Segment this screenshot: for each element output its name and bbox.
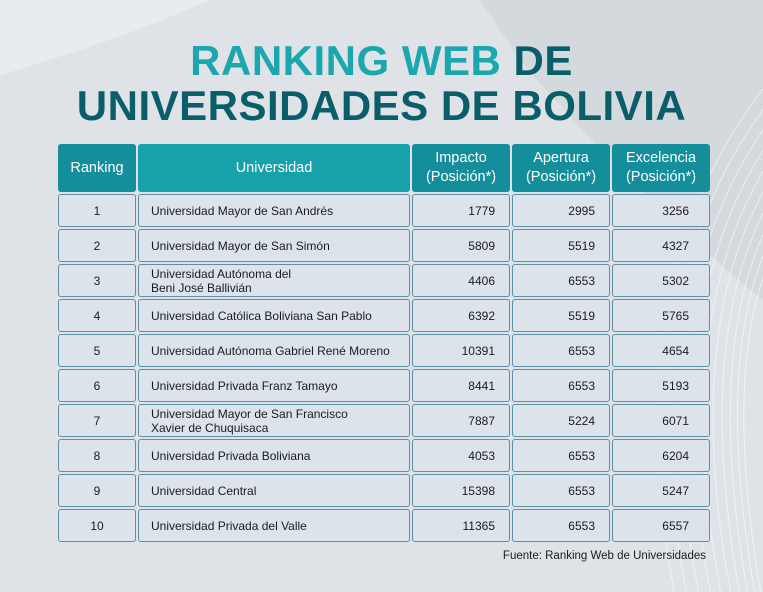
cell-apertura: 6553 [512, 369, 610, 402]
cell-impacto: 15398 [412, 474, 510, 507]
cell-ranking: 9 [58, 474, 136, 507]
source-note: Fuente: Ranking Web de Universidades [502, 550, 706, 562]
universidad-name-line: Universidad Autónoma del [151, 266, 292, 281]
cell-impacto: 11365 [412, 509, 510, 542]
cell-ranking: 4 [58, 299, 136, 332]
cell-apertura: 5224 [512, 404, 610, 437]
universidad-name-line: Universidad Central [151, 483, 257, 498]
table-row: 4 Universidad Católica Boliviana San Pabl… [58, 299, 710, 332]
cell-ranking: 6 [58, 369, 136, 402]
ranking-table: Ranking Universidad Impacto (Posición*) A… [56, 142, 712, 544]
table-row: 5 Universidad Autónoma Gabriel René Moren… [58, 334, 710, 367]
universidad-name-line: Universidad Autónoma Gabriel René Moreno [151, 343, 390, 358]
table-row: 6 Universidad Privada Franz Tamayo 8441 655… [58, 369, 710, 402]
table-row: 1 Universidad Mayor de San Andrés 1779 2995… [58, 194, 710, 227]
cell-excelencia: 5302 [612, 264, 710, 297]
cell-apertura: 6553 [512, 474, 610, 507]
cell-excelencia: 4327 [612, 229, 710, 262]
cell-excelencia: 5247 [612, 474, 710, 507]
universidad-name-line: Universidad Mayor de San Andrés [151, 203, 334, 218]
cell-apertura: 6553 [512, 509, 610, 542]
cell-ranking: 8 [58, 439, 136, 472]
table-body: 1 Universidad Mayor de San Andrés 1779 2995… [58, 194, 710, 542]
header-ranking: Ranking [58, 144, 136, 192]
cell-ranking: 7 [58, 404, 136, 437]
table-row: 7 Universidad Mayor de San Francisco Xavie… [58, 404, 710, 437]
cell-excelencia: 6071 [612, 404, 710, 437]
universidad-name-line: Universidad Privada del Valle [151, 518, 307, 533]
cell-apertura: 6553 [512, 439, 610, 472]
cell-impacto: 6392 [412, 299, 510, 332]
universidad-name-line: Universidad Católica Boliviana San Pablo [151, 308, 372, 323]
header-excelencia: Excelencia (Posición*) [612, 144, 710, 192]
header-apertura: Apertura (Posición*) [512, 144, 610, 192]
header-impacto: Impacto (Posición*) [412, 144, 510, 192]
cell-excelencia: 4654 [612, 334, 710, 367]
cell-universidad: Universidad Mayor de San Simón [138, 229, 410, 262]
table-row: 3 Universidad Autónoma del Beni José Balli… [58, 264, 710, 297]
header-universidad: Universidad [138, 144, 410, 192]
universidad-name-line: Universidad Privada Boliviana [151, 448, 311, 463]
cell-universidad: Universidad Mayor de San Andrés [138, 194, 410, 227]
page-title: RANKING WEB DE UNIVERSIDADES DE BOLIVIA [0, 38, 763, 128]
cell-apertura: 6553 [512, 334, 610, 367]
cell-ranking: 1 [58, 194, 136, 227]
cell-universidad: Universidad Católica Boliviana San Pablo [138, 299, 410, 332]
cell-ranking: 2 [58, 229, 136, 262]
table-row: 2 Universidad Mayor de San Simón 5809 5519 4… [58, 229, 710, 262]
universidad-name-line: Beni José Ballivián [151, 280, 252, 295]
title-line2: UNIVERSIDADES DE BOLIVIA [76, 82, 687, 129]
cell-excelencia: 5193 [612, 369, 710, 402]
universidad-name-line: Universidad Mayor de San Simón [151, 238, 330, 253]
cell-apertura: 5519 [512, 229, 610, 262]
cell-excelencia: 6204 [612, 439, 710, 472]
cell-impacto: 7887 [412, 404, 510, 437]
table-row: 8 Universidad Privada Boliviana 4053 6553 62… [58, 439, 710, 472]
cell-universidad: Universidad Privada Franz Tamayo [138, 369, 410, 402]
cell-ranking: 5 [58, 334, 136, 367]
cell-ranking: 10 [58, 509, 136, 542]
universidad-name-line: Universidad Privada Franz Tamayo [151, 378, 338, 393]
cell-impacto: 5809 [412, 229, 510, 262]
cell-apertura: 6553 [512, 264, 610, 297]
cell-excelencia: 5765 [612, 299, 710, 332]
cell-impacto: 1779 [412, 194, 510, 227]
cell-excelencia: 3256 [612, 194, 710, 227]
table-row: 9 Universidad Central 15398 6553 5247 [58, 474, 710, 507]
cell-universidad: Universidad Autónoma Gabriel René Moreno [138, 334, 410, 367]
cell-universidad: Universidad Privada del Valle [138, 509, 410, 542]
cell-impacto: 8441 [412, 369, 510, 402]
table-header-row: Ranking Universidad Impacto (Posición*) A… [58, 144, 710, 192]
title-line1-teal: RANKING WEB [190, 37, 502, 84]
cell-universidad: Universidad Privada Boliviana [138, 439, 410, 472]
cell-universidad: Universidad Mayor de San Francisco Xavier… [138, 404, 410, 437]
cell-excelencia: 6557 [612, 509, 710, 542]
table-row: 10 Universidad Privada del Valle 11365 6553… [58, 509, 710, 542]
cell-apertura: 5519 [512, 299, 610, 332]
cell-apertura: 2995 [512, 194, 610, 227]
cell-impacto: 4053 [412, 439, 510, 472]
universidad-name-line: Universidad Mayor de San Francisco [151, 406, 348, 421]
cell-impacto: 4406 [412, 264, 510, 297]
title-line1-dark: DE [513, 37, 573, 84]
cell-impacto: 10391 [412, 334, 510, 367]
cell-universidad: Universidad Central [138, 474, 410, 507]
cell-ranking: 3 [58, 264, 136, 297]
cell-universidad: Universidad Autónoma del Beni José Balliv… [138, 264, 410, 297]
universidad-name-line: Xavier de Chuquisaca [151, 420, 269, 435]
